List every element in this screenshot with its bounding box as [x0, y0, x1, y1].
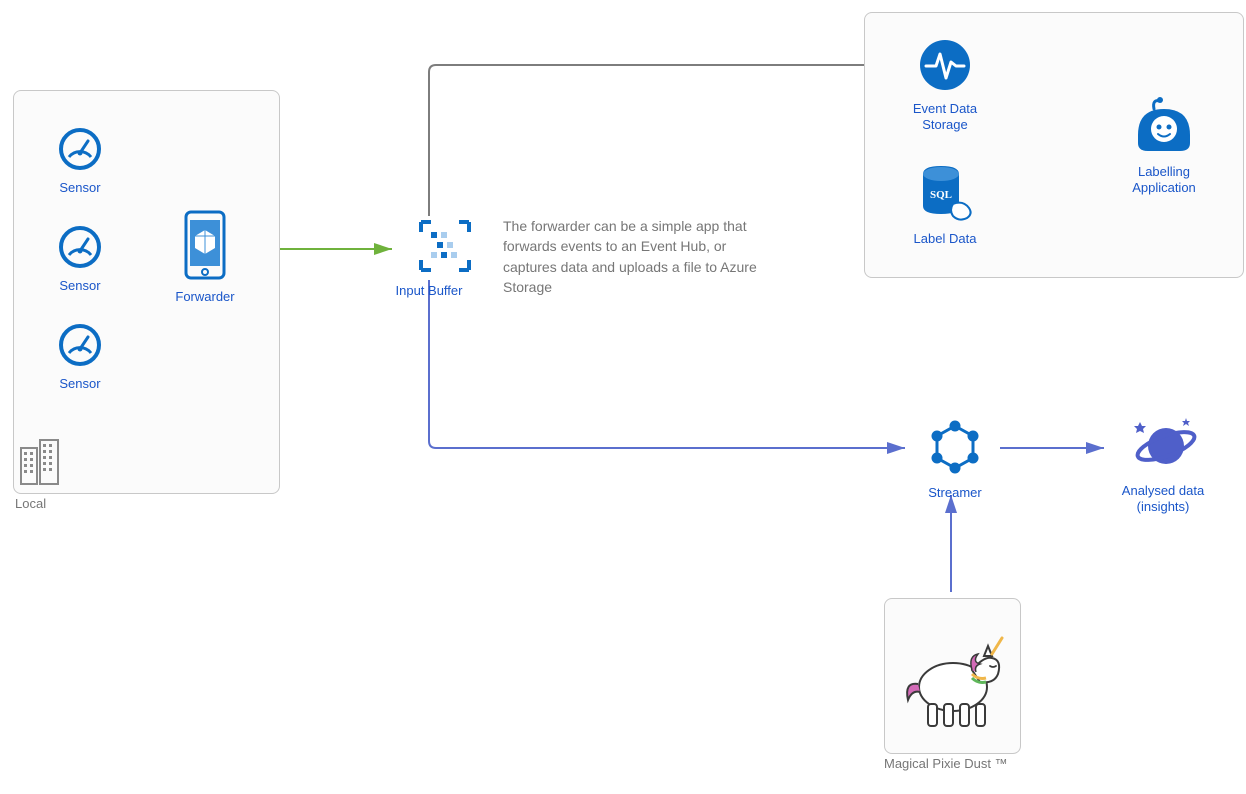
group-local [13, 90, 280, 494]
node-buildings [18, 438, 62, 491]
bot-head-icon [1132, 95, 1196, 155]
node-label-data: SQL Label Data [900, 164, 990, 247]
node-streamer: Streamer [915, 418, 995, 501]
ring-nodes-icon [926, 418, 984, 476]
svg-text:SQL: SQL [930, 189, 952, 201]
gauge-icon [58, 225, 102, 269]
node-sensor-3: Sensor [55, 323, 105, 392]
sql-db-icon: SQL [915, 164, 975, 222]
node-event-storage-label: Event Data Storage [900, 101, 990, 132]
node-forwarder: Forwarder [172, 210, 238, 305]
node-input-buffer-label: Input Buffer [384, 283, 474, 299]
node-labelling-app-label: Labelling Application [1114, 164, 1214, 195]
node-forwarder-label: Forwarder [172, 289, 238, 305]
node-label-data-label: Label Data [900, 231, 990, 247]
node-sensor-2: Sensor [55, 225, 105, 294]
node-streamer-label: Streamer [915, 485, 995, 501]
planet-icon [1128, 412, 1198, 474]
node-unicorn [898, 612, 1008, 737]
node-sensor-2-label: Sensor [55, 278, 105, 294]
node-labelling-app: Labelling Application [1114, 95, 1214, 195]
event-hub-icon [417, 218, 473, 274]
unicorn-icon [898, 612, 1008, 732]
node-sensor-1-label: Sensor [55, 180, 105, 196]
node-sensor-3-label: Sensor [55, 376, 105, 392]
group-local-label: Local [15, 496, 46, 511]
gauge-icon [58, 127, 102, 171]
node-event-storage: Event Data Storage [900, 38, 990, 132]
pulse-circle-icon [918, 38, 972, 92]
node-analysed: Analysed data (insights) [1108, 412, 1218, 514]
buildings-icon [18, 438, 62, 486]
phone-box-icon [180, 210, 230, 280]
node-analysed-label: Analysed data (insights) [1108, 483, 1218, 514]
group-pixie-label: Magical Pixie Dust ™ [884, 756, 1008, 771]
node-input-buffer: Input Buffer [400, 218, 490, 299]
node-sensor-1: Sensor [55, 127, 105, 196]
gauge-icon [58, 323, 102, 367]
description-text: The forwarder can be a simple app that f… [503, 216, 763, 297]
